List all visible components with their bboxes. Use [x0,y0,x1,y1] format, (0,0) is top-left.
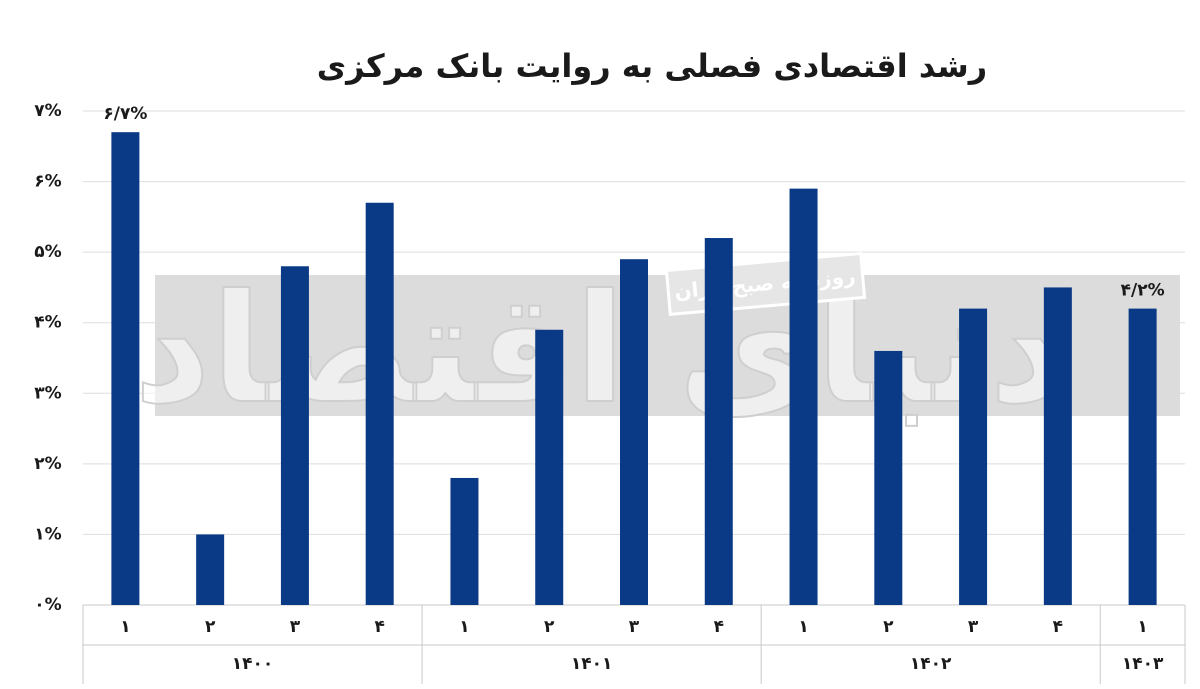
bar [1128,308,1157,605]
chart-title: رشد اقتصادی فصلی به روایت بانک مرکزی [317,47,987,85]
group-label: ۱۴۰۱ [571,654,613,674]
x-tick-label: ۲ [205,617,216,637]
bar [874,350,903,605]
y-tick-label: ۱% [34,524,61,544]
x-tick-label: ۱ [798,617,808,637]
bar [704,238,733,605]
y-tick-label: ۶% [34,172,61,192]
bar [620,259,648,605]
x-tick-label: ۳ [290,617,301,637]
x-tick-label: ۴ [714,617,724,637]
value-label: ۴/۲% [1121,281,1165,301]
bar [959,308,988,605]
x-tick-label: ۳ [968,617,979,637]
bar [365,202,394,605]
bar [1043,287,1072,605]
bar [280,266,309,605]
x-tick-label: ۳ [629,617,640,637]
x-tick-label: ۴ [1053,617,1063,637]
x-tick-label: ۲ [544,617,555,637]
y-tick-label: ۵% [34,242,61,262]
x-tick-label: ۱ [459,617,469,637]
y-tick-label: ۲% [34,454,61,474]
x-tick-label: ۱ [120,617,130,637]
bar [789,188,818,605]
y-tick-label: ۳% [34,383,61,403]
y-tick-label: ۴% [34,313,61,333]
bar [535,329,564,605]
group-label: ۱۴۰۰ [232,654,274,674]
x-tick-label: ۲ [883,617,894,637]
value-label: ۶/۷% [103,104,147,124]
group-label: ۱۴۰۳ [1122,654,1164,674]
group-label: ۱۴۰۲ [910,654,952,674]
bar [196,534,225,605]
bar [450,477,479,605]
watermark: دنیای اقتصاد [134,263,1067,437]
bar [111,132,140,605]
x-tick-label: ۱ [1137,617,1147,637]
x-tick-label: ۴ [374,617,384,637]
y-tick-label: ۰% [34,595,61,615]
y-tick-label: ۷% [34,101,61,121]
